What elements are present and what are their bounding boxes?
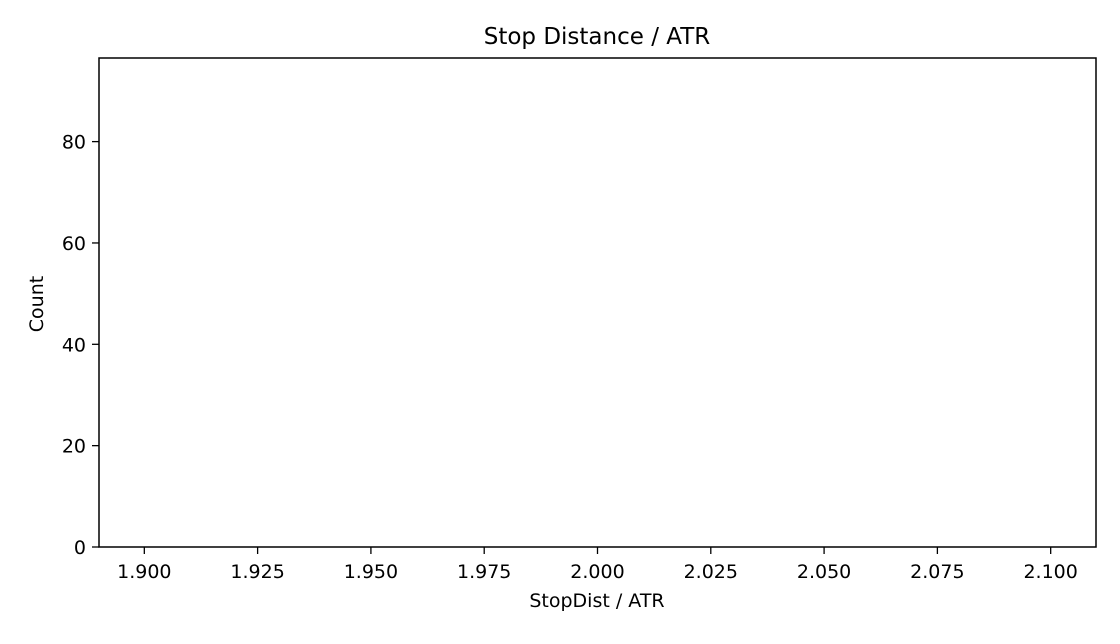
- y-axis: 0 20 40 60 80: [62, 132, 99, 559]
- chart-title: Stop Distance / ATR: [484, 24, 711, 50]
- y-tick-label: 80: [62, 132, 86, 154]
- x-tick-label: 1.975: [457, 561, 511, 583]
- y-tick-label: 60: [62, 233, 86, 255]
- x-tick-label: 2.075: [910, 561, 964, 583]
- x-tick-label: 2.000: [570, 561, 624, 583]
- x-tick-label: 2.025: [684, 561, 738, 583]
- x-tick-label: 1.950: [344, 561, 398, 583]
- y-tick-label: 40: [62, 334, 86, 356]
- y-tick-label: 0: [74, 537, 86, 559]
- x-tick-label: 1.900: [117, 561, 171, 583]
- x-axis: 1.900 1.925 1.950 1.975 2.000 2.025 2.050 2.075…: [117, 547, 1078, 583]
- x-axis-label: StopDist / ATR: [529, 590, 664, 612]
- x-tick-label: 1.925: [230, 561, 284, 583]
- y-axis-label: Count: [26, 276, 48, 332]
- y-tick-label: 20: [62, 436, 86, 458]
- x-tick-label: 2.050: [797, 561, 851, 583]
- x-tick-label: 2.100: [1023, 561, 1077, 583]
